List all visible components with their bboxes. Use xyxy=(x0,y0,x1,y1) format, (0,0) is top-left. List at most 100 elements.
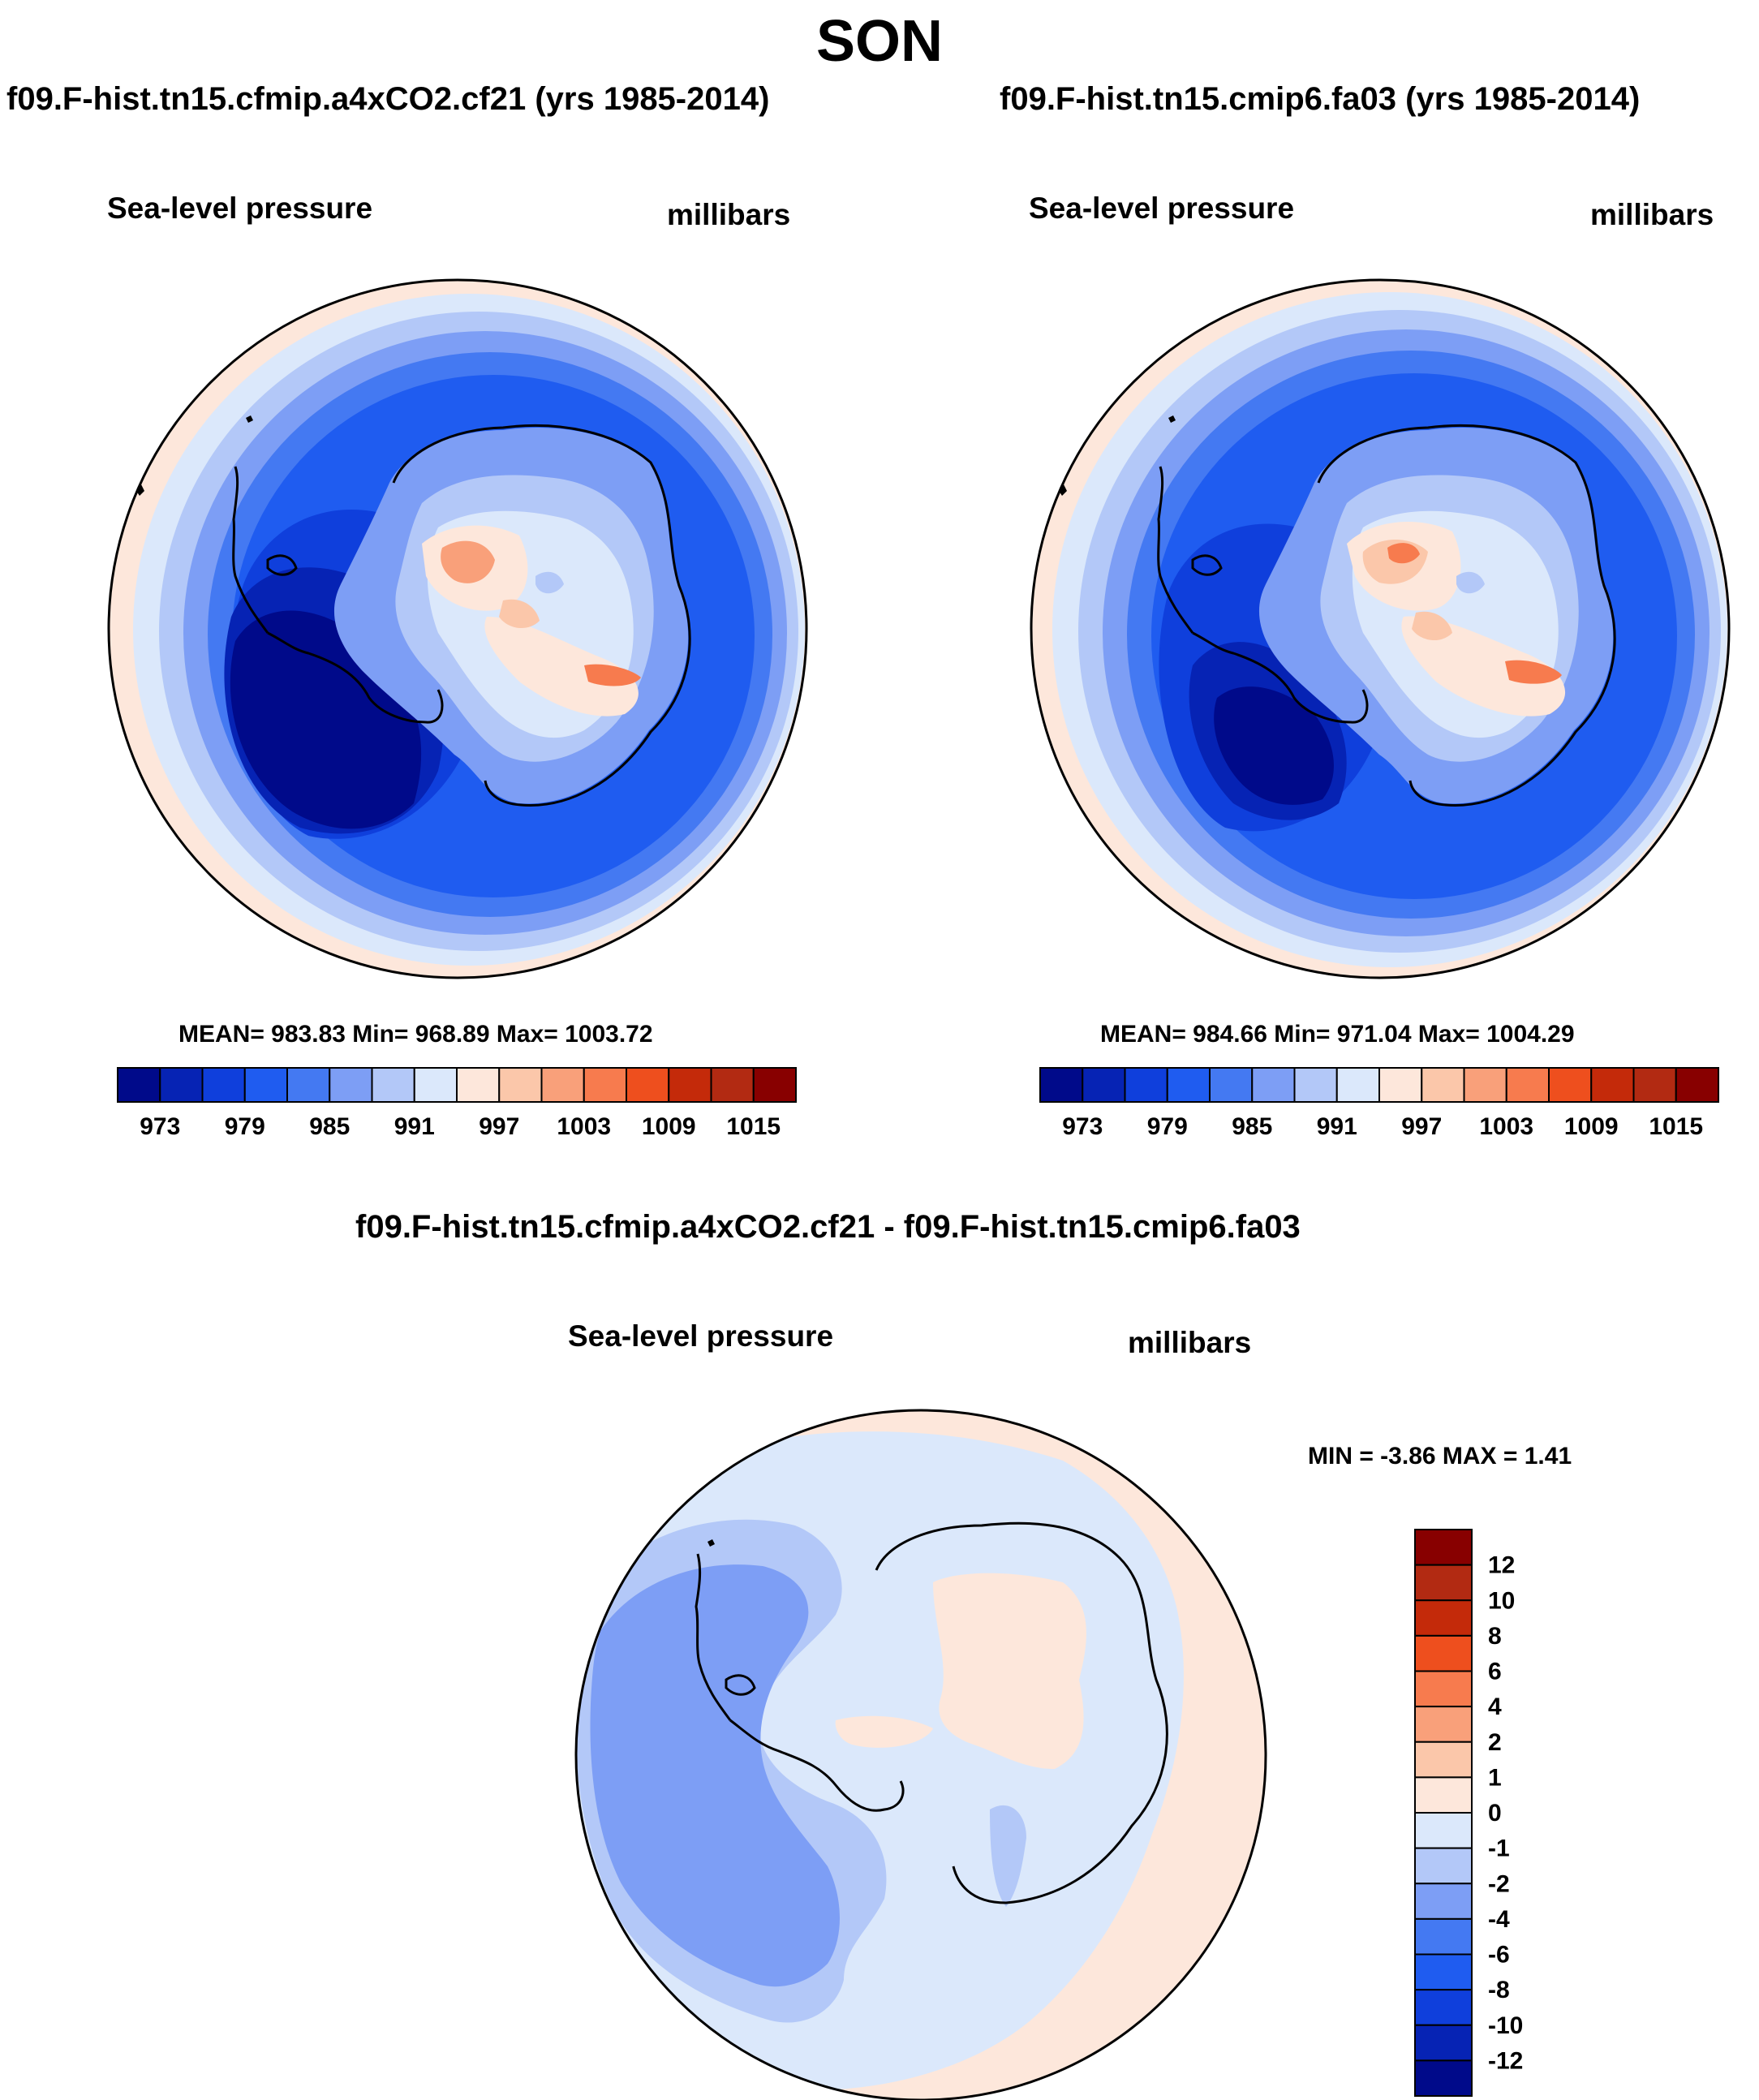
panel3-colorbar-swatch xyxy=(1414,1634,1473,1672)
panel1-colorbar-tick-label: 985 xyxy=(309,1113,350,1140)
panel2-colorbar-swatch xyxy=(1209,1067,1254,1103)
panel1-colorbar-swatch xyxy=(668,1067,712,1103)
panel2-colorbar-swatch xyxy=(1632,1067,1677,1103)
panel1-colorbar-tick-label: 991 xyxy=(394,1113,435,1140)
panel2-colorbar-tick-label: 1015 xyxy=(1649,1113,1703,1140)
panel2-colorbar-swatch xyxy=(1463,1067,1507,1103)
panel1-colorbar-swatch xyxy=(583,1067,627,1103)
panel3-colorbar-swatch xyxy=(1414,1917,1473,1956)
panel2-colorbar-swatch xyxy=(1039,1067,1084,1103)
panel1-high-a xyxy=(441,540,495,583)
panel1-colorbar-swatch xyxy=(201,1067,246,1103)
panel3-colorbar-tick-label: -10 xyxy=(1488,2012,1523,2039)
panel3-colorbar-swatch xyxy=(1414,1812,1473,1849)
panel3-colorbar-tick-label: 4 xyxy=(1488,1693,1502,1720)
panel3-colorbar-tick-label: 2 xyxy=(1488,1729,1502,1756)
panel2-colorbar-swatch xyxy=(1590,1067,1635,1103)
panel3-colorbar-swatch xyxy=(1414,2024,1473,2062)
panel2-colorbar-swatch xyxy=(1293,1067,1338,1103)
panel2-high-c xyxy=(1412,611,1452,641)
panel2-colorbar-swatch xyxy=(1378,1067,1423,1103)
panel2-hole xyxy=(1456,571,1485,594)
panel2-colorbar-tick-label: 997 xyxy=(1401,1113,1442,1140)
panel3-colorbar-tick-label: -2 xyxy=(1488,1870,1510,1897)
panel2-low-deep xyxy=(1214,686,1334,805)
panel3-pos-b xyxy=(835,1715,933,1748)
panel3-units-label: millibars xyxy=(1128,1326,1252,1359)
panel3-map-border xyxy=(574,1409,1267,2100)
panel3-colorbar-swatch xyxy=(1414,1883,1473,1920)
panel3-colorbar-tick-label: 6 xyxy=(1488,1659,1502,1685)
panel1-colorbar-tick-label: 1015 xyxy=(726,1113,781,1140)
panel3-colorbar-tick-label: -8 xyxy=(1488,1977,1510,2003)
panel2-map xyxy=(1031,280,1729,978)
panel1-title: f09.F-hist.tn15.cfmip.a4xCO2.cf21 (yrs 1… xyxy=(6,81,770,117)
panel3-colorbar-tick-label: -1 xyxy=(1488,1835,1510,1862)
panel3-colorbar-swatch xyxy=(1414,1953,1473,1991)
panel2-colorbar-swatch xyxy=(1166,1067,1211,1103)
panel2-colorbar-swatch xyxy=(1548,1067,1593,1103)
panel3-colorbar-tick-label: -12 xyxy=(1488,2047,1523,2074)
panel2-colorbar-swatch xyxy=(1124,1067,1168,1103)
panel2-colorbar-swatch xyxy=(1505,1067,1550,1103)
panel3-colorbar-swatch xyxy=(1414,1564,1473,1602)
panel1-colorbar-swatch xyxy=(626,1067,670,1103)
panel2-colorbar-swatch xyxy=(1421,1067,1465,1103)
panel1-colorbar-tick-label: 979 xyxy=(225,1113,265,1140)
panel3-pos-a xyxy=(933,1573,1086,1769)
panel3-colorbar-tick-label: 10 xyxy=(1488,1587,1515,1614)
panel1-colorbar-swatch xyxy=(159,1067,204,1103)
panel3-colorbar-tick-label: -6 xyxy=(1488,1942,1510,1969)
panel3-neg4-zone xyxy=(590,1564,840,1987)
panel3-colorbar-swatch xyxy=(1414,1989,1473,2026)
panel1-stats: MEAN= 983.83 Min= 968.89 Max= 1003.72 xyxy=(178,1021,653,1048)
panel2-colorbar: 973 979 985 991 997 1003 1009 1015 xyxy=(1039,1067,1719,1140)
panel2-colorbar-swatch xyxy=(1335,1067,1380,1103)
panel1-colorbar-swatch xyxy=(243,1067,288,1103)
panel3-colorbar-tick-label: 8 xyxy=(1488,1623,1502,1650)
panel1-colorbar-swatch xyxy=(286,1067,331,1103)
panel1-colorbar-tick-label: 997 xyxy=(479,1113,519,1140)
panel1-colorbar-swatch xyxy=(752,1067,797,1103)
panel2-plateau-b xyxy=(1401,616,1566,716)
panel3-colorbar-swatch xyxy=(1414,1847,1473,1885)
panel2-high-a-core xyxy=(1387,543,1420,564)
panel1-colorbar-swatch xyxy=(710,1067,755,1103)
panel1-colorbar-tick-label: 1003 xyxy=(557,1113,611,1140)
panel2-map-border xyxy=(1030,278,1731,979)
panel2-high-b xyxy=(1505,660,1562,684)
panel3-colorbar-swatch xyxy=(1414,1741,1473,1779)
panel1-units-label: millibars xyxy=(667,198,791,231)
panel1-variable-label: Sea-level pressure xyxy=(107,191,373,225)
panel3-variable-label: Sea-level pressure xyxy=(568,1319,834,1353)
panel3-colorbar-swatch xyxy=(1414,2059,1473,2097)
panel3-map xyxy=(576,1410,1266,2100)
panel2-colorbar-tick-label: 1009 xyxy=(1564,1113,1619,1140)
panel2-colorbar-tick-label: 979 xyxy=(1147,1113,1188,1140)
panel2-variable-label: Sea-level pressure xyxy=(1029,191,1295,225)
panel3-colorbar-swatch xyxy=(1414,1670,1473,1708)
panel3-minmax: MIN = -3.86 MAX = 1.41 xyxy=(1308,1443,1572,1470)
panel2-colorbar-tick-label: 991 xyxy=(1317,1113,1357,1140)
panel1-high-c xyxy=(499,599,540,629)
panel1-colorbar-swatch xyxy=(540,1067,585,1103)
panel2-colorbar-tick-label: 973 xyxy=(1062,1113,1103,1140)
panel1-colorbar-swatch xyxy=(117,1067,161,1103)
panel1-colorbar-swatch xyxy=(456,1067,501,1103)
panel1-colorbar-tick-label: 973 xyxy=(140,1113,180,1140)
panel1-colorbar: 973 979 985 991 997 1003 1009 1015 xyxy=(117,1067,797,1140)
panel1-colorbar-tick-label: 1009 xyxy=(642,1113,696,1140)
panel1-colorbar-swatch xyxy=(413,1067,458,1103)
panel1-plateau-b xyxy=(484,617,639,716)
season-title: SON xyxy=(815,9,944,74)
panel1-colorbar-swatch xyxy=(498,1067,543,1103)
panel3-colorbar-tick-label: -4 xyxy=(1488,1906,1510,1933)
panel3-neg-lobe xyxy=(990,1805,1026,1907)
panel1-map xyxy=(109,280,806,978)
panel1-colorbar-swatch xyxy=(329,1067,373,1103)
panel1-map-border xyxy=(107,278,808,979)
panel3-colorbar-swatch xyxy=(1414,1529,1473,1566)
panel3-colorbar-swatch xyxy=(1414,1706,1473,1743)
panel2-stats: MEAN= 984.66 Min= 971.04 Max= 1004.29 xyxy=(1100,1021,1575,1048)
